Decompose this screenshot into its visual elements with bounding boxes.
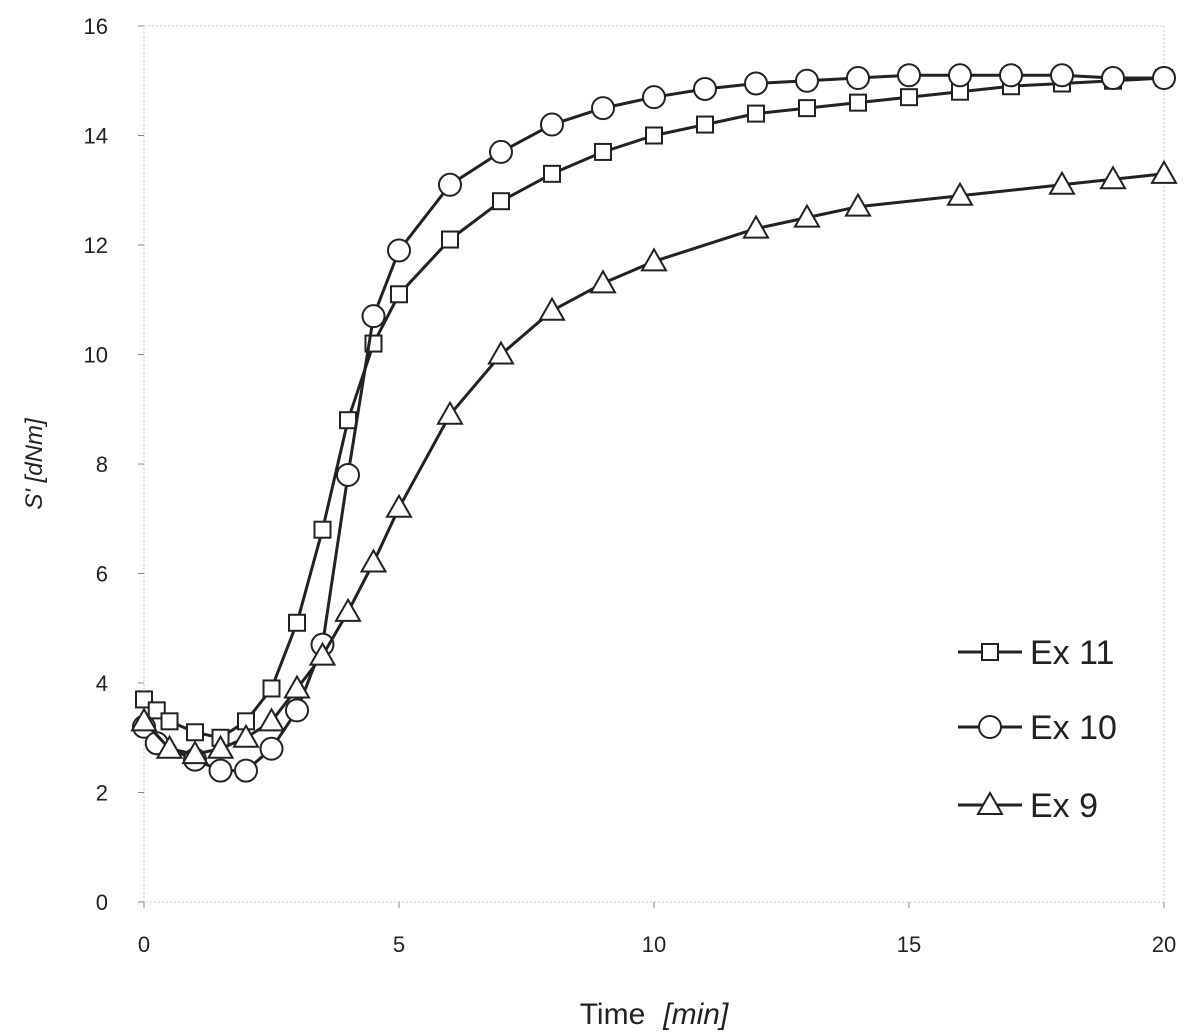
data-point-ex-9: [283, 674, 311, 699]
data-point-ex-10: [361, 304, 386, 329]
legend-item-ex-9: Ex 9: [958, 787, 1098, 825]
data-point-ex-11: [390, 285, 408, 304]
data-point-ex-11: [747, 104, 765, 123]
y-tick-label: 12: [84, 233, 108, 258]
data-point-ex-10: [540, 112, 564, 137]
data-point-ex-10: [642, 85, 666, 110]
legend-label: Ex 9: [1030, 787, 1098, 825]
data-point-ex-9: [487, 340, 515, 365]
data-point-ex-10: [489, 139, 513, 164]
data-point-ex-9: [206, 734, 235, 759]
data-point-ex-10: [591, 96, 615, 121]
data-point-ex-9: [538, 296, 566, 321]
data-point-ex-9: [232, 723, 260, 748]
legend-marker: [976, 790, 1004, 815]
data-point-ex-9: [640, 247, 668, 272]
x-axis-ticks: 0 5 10 15 20: [138, 902, 1176, 957]
data-point-ex-9: [359, 548, 388, 573]
data-point-ex-11: [186, 723, 204, 742]
data-point-ex-10: [744, 71, 768, 96]
y-tick-label: 16: [84, 14, 108, 39]
y-tick-label: 8: [96, 452, 108, 477]
data-point-ex-9: [257, 707, 286, 732]
x-tick-label: 15: [897, 932, 921, 957]
data-point-ex-9: [844, 192, 872, 217]
data-point-ex-9: [436, 400, 464, 425]
data-point-ex-9: [1150, 159, 1178, 184]
legend-item-ex-10: Ex 10: [958, 709, 1117, 747]
data-point-ex-11: [798, 99, 816, 118]
data-point-ex-11: [594, 142, 612, 161]
data-point-ex-9: [308, 641, 337, 666]
plot-area: [143, 25, 1165, 903]
x-tick-label: 10: [642, 932, 666, 957]
x-axis-title: Time [min]: [580, 998, 729, 1031]
data-point-ex-10: [234, 758, 258, 783]
data-point-ex-11: [441, 230, 459, 249]
data-point-ex-11: [696, 115, 714, 134]
data-point-ex-9: [1048, 170, 1076, 195]
x-axis-unit: [min]: [662, 998, 729, 1031]
y-tick-label: 10: [84, 343, 108, 368]
data-point-ex-11: [160, 712, 179, 731]
y-axis-ticks: 0 2 4 6 8 10 12 14 16: [84, 14, 144, 915]
legend-label: Ex 10: [1030, 709, 1117, 747]
y-tick-label: 0: [96, 890, 108, 915]
y-tick-label: 2: [96, 781, 108, 806]
data-point-ex-10: [208, 758, 233, 783]
data-point-ex-9: [793, 203, 821, 228]
data-point-ex-9: [742, 214, 770, 239]
data-point-ex-11: [339, 411, 357, 430]
legend-item-ex-11: Ex 11: [958, 634, 1114, 672]
data-point-ex-11: [543, 164, 561, 183]
data-point-ex-10: [387, 238, 411, 263]
data-point-ex-10: [1152, 66, 1176, 91]
data-point-ex-11: [492, 192, 510, 211]
data-point-ex-11: [900, 88, 918, 107]
data-point-ex-10: [693, 76, 717, 101]
data-point-ex-11: [313, 520, 332, 539]
data-point-ex-10: [846, 66, 870, 91]
data-point-ex-11: [288, 613, 306, 632]
legend: Ex 11 Ex 10 Ex 9: [958, 634, 1117, 825]
data-point-ex-11: [645, 126, 663, 145]
series-ex-9: [130, 159, 1178, 765]
data-point-ex-9: [334, 597, 362, 622]
y-axis-title: S' [dNm]: [21, 417, 48, 510]
x-tick-label: 5: [393, 932, 405, 957]
x-axis-label: Time: [580, 998, 646, 1031]
data-point-ex-10: [795, 68, 819, 93]
legend-marker: [981, 643, 999, 661]
y-tick-label: 4: [96, 671, 108, 696]
data-point-ex-10: [1101, 66, 1125, 91]
data-point-ex-9: [181, 740, 209, 765]
data-point-ex-9: [946, 181, 974, 206]
y-tick-label: 14: [84, 124, 108, 149]
data-point-ex-9: [155, 734, 184, 759]
x-tick-label: 0: [138, 932, 150, 957]
data-point-ex-9: [1099, 165, 1127, 190]
data-point-ex-10: [438, 172, 462, 197]
data-point-ex-10: [336, 462, 360, 487]
data-point-ex-10: [948, 63, 972, 88]
y-tick-label: 6: [96, 562, 108, 587]
data-point-ex-10: [897, 63, 921, 88]
series-layer: [130, 63, 1178, 783]
data-point-ex-9: [130, 707, 158, 732]
data-point-ex-10: [285, 698, 309, 723]
legend-marker: [978, 715, 1002, 739]
data-point-ex-11: [262, 679, 281, 698]
data-point-ex-10: [999, 63, 1023, 88]
x-tick-label: 20: [1152, 932, 1176, 957]
data-point-ex-11: [849, 93, 867, 112]
data-point-ex-9: [385, 493, 413, 518]
legend-label: Ex 11: [1030, 634, 1114, 672]
data-point-ex-10: [1050, 63, 1074, 88]
data-point-ex-9: [589, 269, 617, 294]
data-point-ex-10: [259, 736, 284, 761]
